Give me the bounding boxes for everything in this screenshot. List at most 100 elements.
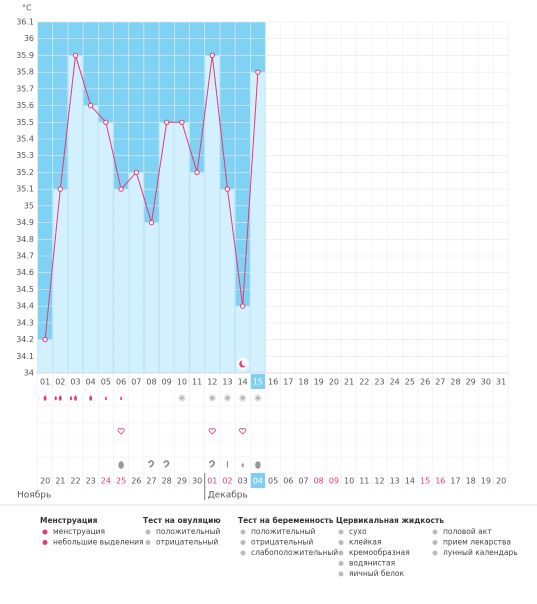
heart-icon [239, 428, 247, 435]
date-label: 02 [222, 477, 232, 486]
drop-icon [241, 462, 244, 468]
x-tick-label: 30 [481, 378, 491, 387]
point [88, 102, 94, 109]
creamy [147, 460, 155, 468]
point [194, 169, 200, 176]
x-tick-label: 18 [298, 378, 308, 387]
legend-title: Тест на овуляцию [143, 516, 221, 525]
date-label: 06 [283, 477, 293, 486]
egg-white [255, 461, 261, 469]
x-tick-label: 29 [466, 378, 476, 387]
bar [144, 222, 159, 374]
bar [159, 122, 175, 374]
date-label: 26 [131, 477, 141, 486]
drop-icon [43, 395, 47, 401]
drop-icon [69, 395, 73, 401]
month-label: Ноябрь [17, 491, 51, 501]
date-label: 07 [298, 477, 308, 486]
date-label: 20 [40, 477, 50, 486]
legend-item: яичный белок [349, 569, 405, 578]
date-label: 16 [435, 477, 445, 486]
legend-icon [145, 540, 151, 545]
x-tick-label: 27 [435, 378, 445, 387]
point [118, 186, 124, 192]
point [255, 69, 261, 75]
ovulation-dot [180, 396, 184, 400]
point [240, 303, 246, 309]
x-tick-label: 24 [390, 378, 400, 387]
x-tick-label: 13 [222, 378, 232, 387]
y-tick-label: 35.9 [16, 51, 34, 60]
bar [189, 172, 205, 374]
current-day [250, 374, 265, 389]
point [209, 52, 216, 59]
legend-icon [432, 550, 438, 556]
legend-item: слабоположительный [251, 548, 338, 557]
legend-item: менструация [53, 527, 105, 536]
point [57, 186, 63, 192]
month-label: Декабрь [208, 491, 248, 501]
today [250, 473, 265, 488]
point [42, 336, 48, 343]
ovulation-dot [241, 396, 245, 400]
bar [98, 122, 114, 374]
drop-icon [120, 396, 123, 401]
y-tick-label: 34.2 [16, 335, 34, 344]
legend-item: лунный календарь [443, 548, 518, 557]
y-tick-label: 35.3 [16, 151, 34, 160]
unit-label: °C [22, 4, 32, 13]
x-tick-label: 05 [101, 378, 111, 387]
legend-item: положительный [251, 527, 316, 536]
drop-icon [104, 396, 107, 401]
date-label: 11 [359, 477, 369, 486]
x-tick-label: 09 [162, 378, 172, 387]
x-tick-label: 26 [420, 378, 430, 387]
x-tick-label: 11 [192, 378, 202, 387]
y-tick-label: 35.8 [16, 68, 34, 77]
y-tick-label: 36.1 [16, 18, 34, 27]
legend-icon [338, 529, 344, 535]
date-label: 05 [268, 477, 278, 486]
y-tick-label: 35.4 [16, 135, 34, 144]
x-tick-label: 19 [314, 378, 324, 387]
legend-icon [338, 550, 344, 556]
legend-icon [338, 571, 344, 577]
legend-title: Тест на беременность [238, 516, 334, 525]
x-tick-label: 15 [253, 378, 263, 387]
legend: Менструация менструация небольшие выделени… [40, 516, 518, 578]
creamy [208, 460, 216, 468]
legend-item: отрицательный [251, 538, 313, 547]
date-label: 12 [374, 477, 384, 486]
legend-item: кремообразная [349, 548, 410, 557]
bar [128, 172, 144, 374]
point [133, 169, 140, 176]
legend-title: Менструация [40, 516, 98, 525]
ovulation-dot [226, 396, 229, 400]
x-tick-label: 07 [131, 378, 141, 387]
x-tick-label: 01 [40, 378, 50, 387]
legend-icon [42, 529, 48, 535]
legend-item: клейкая [349, 538, 381, 547]
y-tick-label: 34 [24, 369, 34, 378]
y-tick-label: 34.6 [16, 268, 34, 277]
legend-item: небольшие выделения [53, 538, 144, 547]
x-tick-label: 08 [146, 378, 156, 387]
x-tick-label: 17 [283, 378, 293, 387]
x-tick-label: 04 [86, 378, 96, 387]
legend-item: сухо [349, 527, 367, 536]
y-tick-label: 34.8 [16, 235, 34, 244]
date-label: 22 [70, 477, 80, 486]
y-tick-label: 36 [24, 34, 34, 43]
bar [37, 339, 53, 374]
date-label: 15 [420, 477, 430, 486]
creamy [163, 460, 170, 468]
heart-icon [208, 428, 216, 435]
date-label: 27 [146, 477, 156, 486]
point [148, 219, 155, 226]
date-label: 04 [253, 477, 263, 486]
legend-item: прием лекарства [443, 538, 511, 547]
date-label: 25 [116, 477, 126, 486]
date-label: 13 [390, 477, 400, 486]
bar [250, 71, 266, 374]
x-tick-label: 10 [177, 378, 187, 387]
